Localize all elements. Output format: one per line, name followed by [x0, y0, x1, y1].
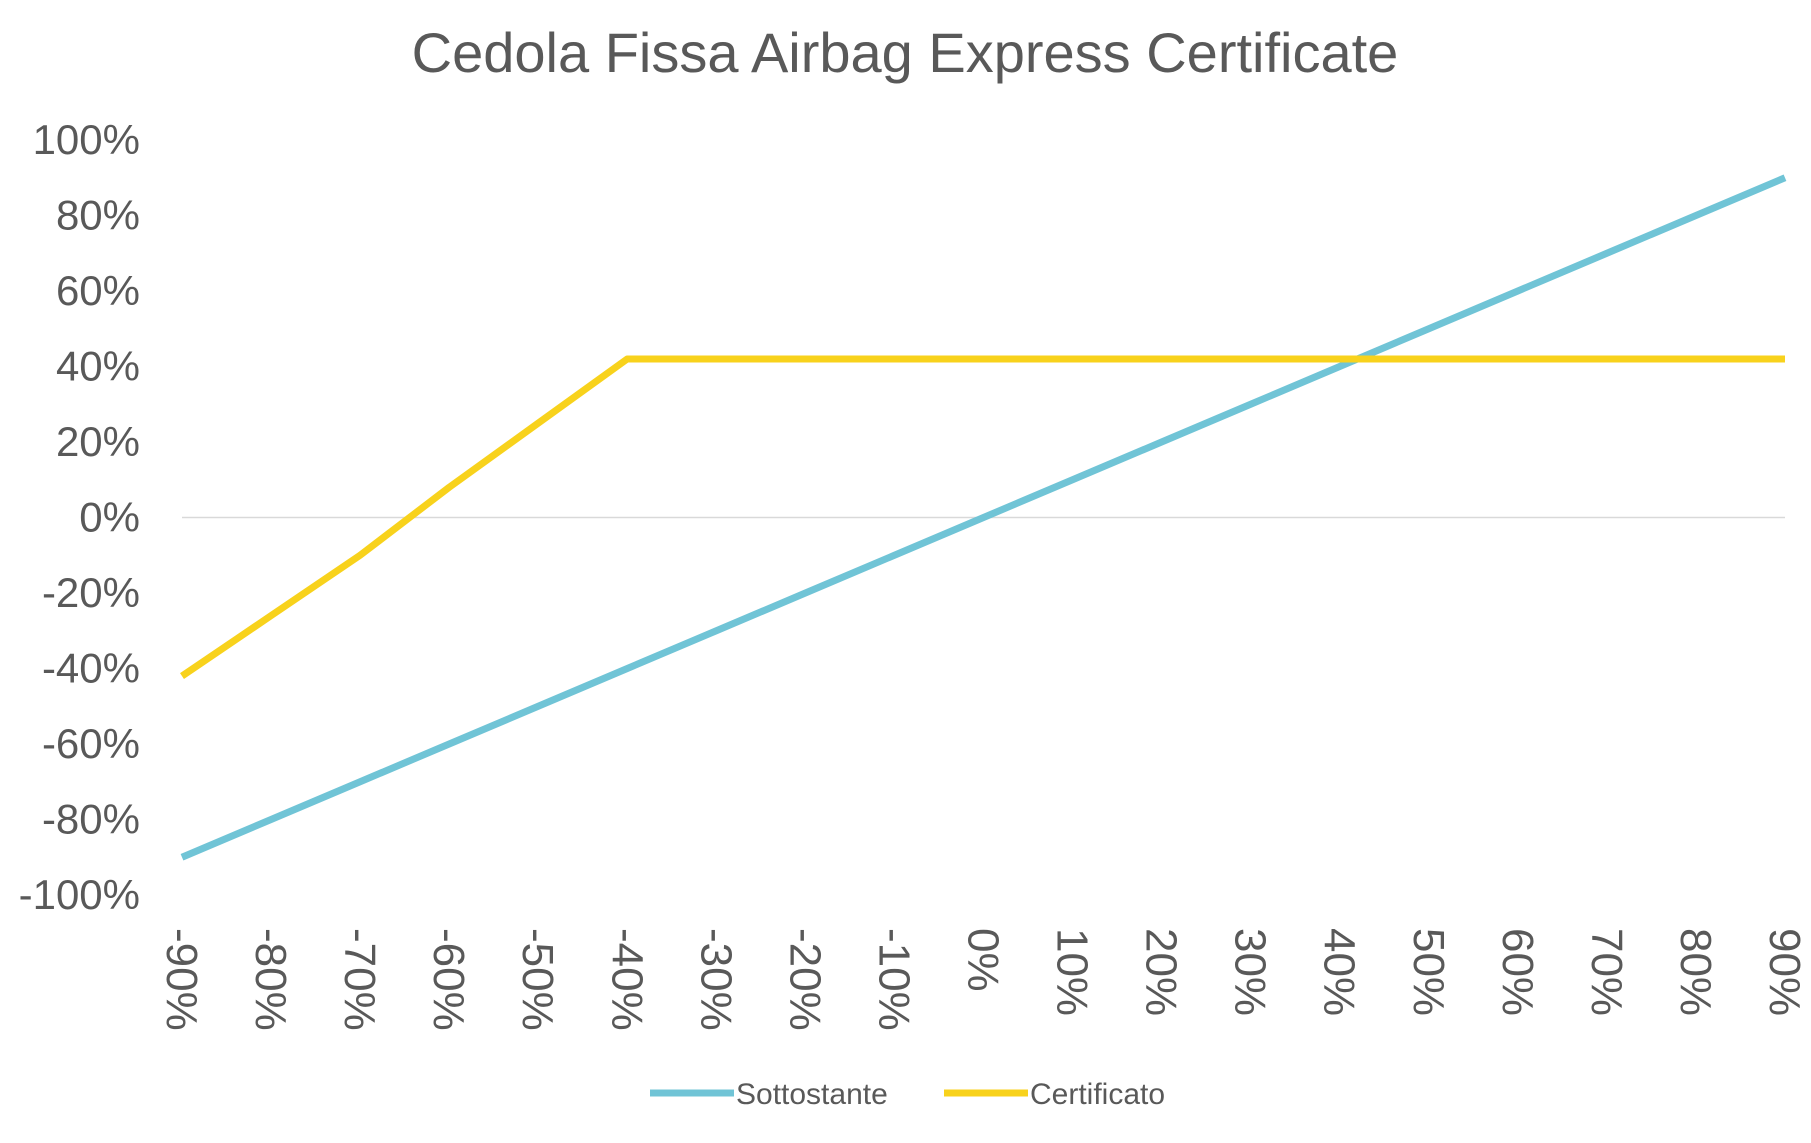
x-tick-label: 60% [1493, 928, 1542, 1016]
x-tick-label: 70% [1582, 928, 1631, 1016]
legend-label-sottostante: Sottostante [736, 1078, 888, 1111]
x-tick-label: 40% [1315, 928, 1364, 1016]
y-tick-label: -60% [42, 720, 140, 767]
chart-title: Cedola Fissa Airbag Express Certificate [412, 21, 1399, 84]
y-tick-label: 80% [56, 192, 140, 239]
x-tick-label: -40% [602, 928, 651, 1031]
y-tick-label: 60% [56, 267, 140, 314]
y-axis-tick-labels: 100% 80% 60% 40% 20% 0% -20% -40% -60% -80% -100% [19, 116, 140, 918]
series-line-certificato [180, 355, 1785, 679]
x-tick-label: -60% [424, 928, 473, 1031]
x-tick-label: 10% [1048, 928, 1097, 1016]
x-axis-tick-labels: -90% -80% -70% -60% -50% -40% -30% -20% -10% 0% 10… [157, 928, 1809, 1031]
y-tick-label: -20% [42, 569, 140, 616]
y-tick-label: -100% [19, 871, 140, 918]
series-line-sottostante [180, 174, 1787, 861]
x-tick-label: 20% [1137, 928, 1186, 1016]
x-tick-label: 0% [959, 928, 1008, 992]
y-tick-label: 20% [56, 418, 140, 465]
x-tick-label: -20% [780, 928, 829, 1031]
x-tick-label: -70% [335, 928, 384, 1031]
x-tick-label: 30% [1226, 928, 1275, 1016]
y-tick-label: -80% [42, 796, 140, 843]
y-tick-label: -40% [42, 645, 140, 692]
y-tick-label: 0% [79, 494, 140, 541]
legend: Sottostante Certificato [650, 1078, 1165, 1111]
x-tick-label: -10% [869, 928, 918, 1031]
legend-label-certificato: Certificato [1030, 1078, 1165, 1111]
x-tick-label: -90% [157, 928, 206, 1031]
y-tick-label: 100% [33, 116, 140, 163]
x-tick-label: -80% [246, 928, 295, 1031]
x-tick-label: -50% [513, 928, 562, 1031]
x-tick-label: 90% [1760, 928, 1809, 1016]
series-lines [180, 174, 1787, 861]
x-tick-label: 50% [1404, 928, 1453, 1016]
x-tick-label: -30% [691, 928, 740, 1031]
x-tick-label: 80% [1671, 928, 1720, 1016]
y-tick-label: 40% [56, 343, 140, 390]
